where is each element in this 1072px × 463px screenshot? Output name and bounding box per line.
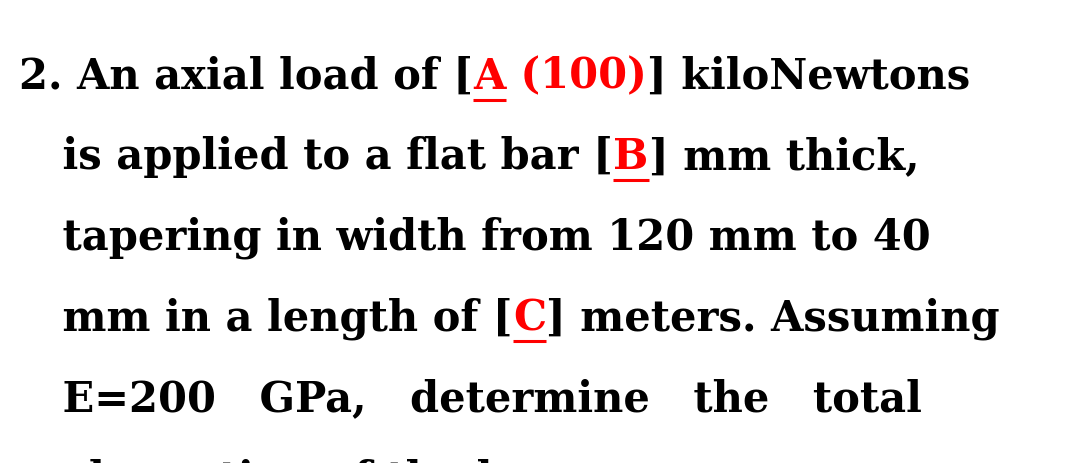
Text: is applied to a flat bar [: is applied to a flat bar [ [19, 136, 613, 178]
Text: mm in a length of [: mm in a length of [ [19, 297, 512, 339]
Text: ] mm thick,: ] mm thick, [649, 136, 919, 178]
Text: tapering in width from 120 mm to 40: tapering in width from 120 mm to 40 [19, 216, 932, 259]
Text: C: C [512, 297, 546, 338]
Text: ] kiloNewtons: ] kiloNewtons [646, 56, 970, 97]
Text: B: B [613, 136, 649, 178]
Text: A: A [474, 56, 506, 97]
Text: E=200   GPa,   determine   the   total: E=200 GPa, determine the total [19, 377, 922, 419]
Text: 2. An axial load of [: 2. An axial load of [ [19, 56, 474, 97]
Text: ] meters. Assuming: ] meters. Assuming [546, 297, 1000, 339]
Text: elongation of the bar.: elongation of the bar. [19, 457, 566, 463]
Text: (100): (100) [506, 56, 646, 97]
